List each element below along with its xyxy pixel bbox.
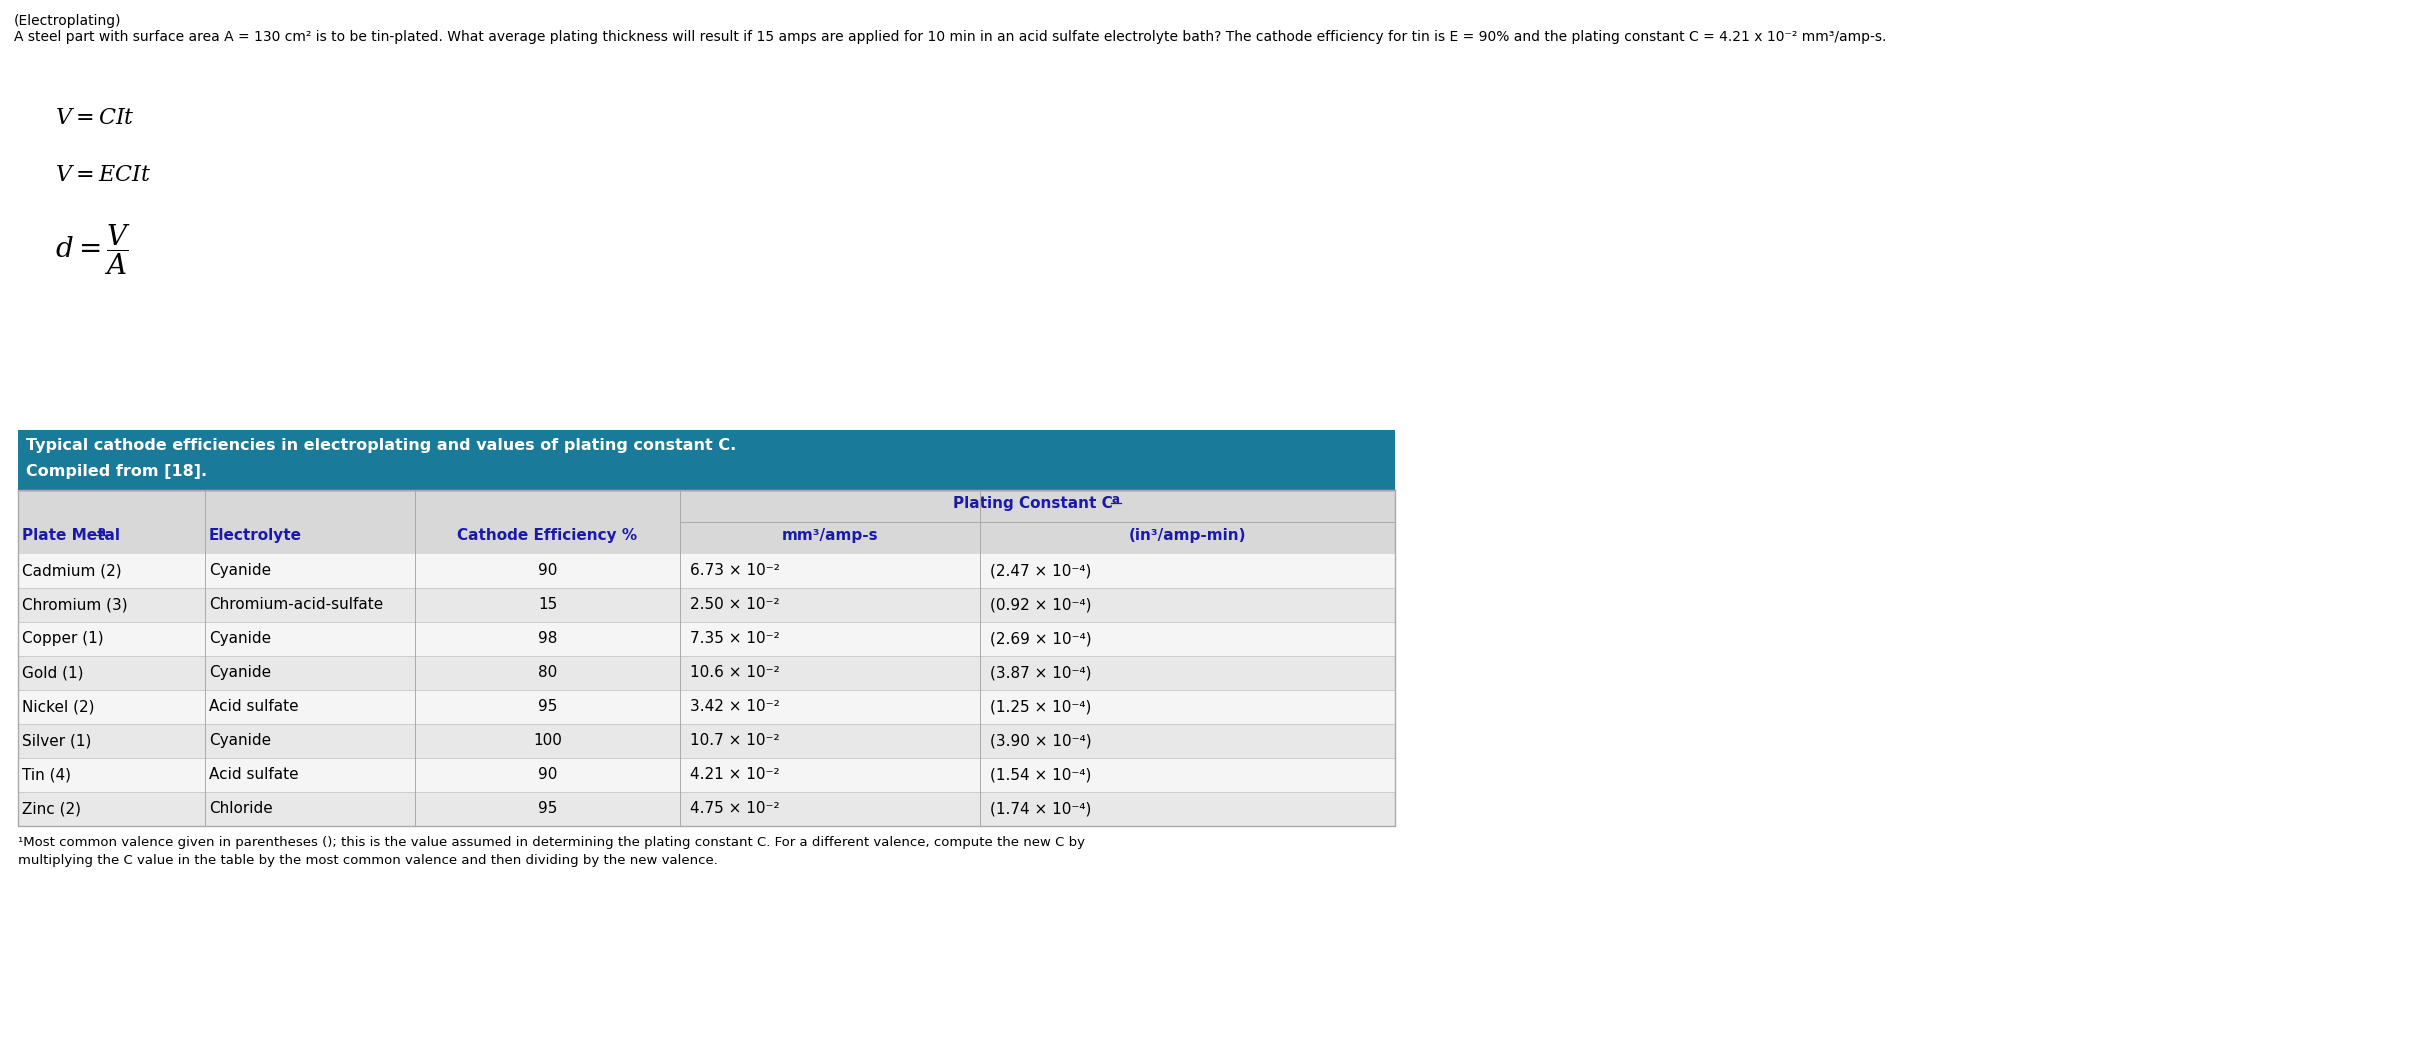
Text: Cathode Efficiency %: Cathode Efficiency % — [456, 528, 638, 543]
Bar — [17, 656, 1396, 690]
Text: mm³/amp-s: mm³/amp-s — [782, 528, 879, 543]
Text: $V = ECIt$: $V = ECIt$ — [56, 165, 152, 185]
Text: 2.50 × 10⁻²: 2.50 × 10⁻² — [691, 597, 780, 612]
Text: Chloride: Chloride — [210, 802, 273, 816]
Text: (1.25 × 10⁻⁴): (1.25 × 10⁻⁴) — [990, 699, 1092, 714]
Text: Cyanide: Cyanide — [210, 665, 270, 680]
Text: (0.92 × 10⁻⁴): (0.92 × 10⁻⁴) — [990, 597, 1092, 612]
Bar — [17, 522, 1396, 554]
Text: multiplying the C value in the table by the most common valence and then dividin: multiplying the C value in the table by … — [17, 854, 717, 867]
Text: a: a — [1111, 493, 1121, 506]
Text: 10.6 × 10⁻²: 10.6 × 10⁻² — [691, 665, 780, 680]
Bar — [17, 758, 1396, 792]
Text: Cadmium (2): Cadmium (2) — [22, 563, 121, 578]
Text: (1.54 × 10⁻⁴): (1.54 × 10⁻⁴) — [990, 767, 1092, 782]
Text: 98: 98 — [539, 631, 558, 646]
Text: 10.7 × 10⁻²: 10.7 × 10⁻² — [691, 733, 780, 748]
Text: Cyanide: Cyanide — [210, 733, 270, 748]
Text: 15: 15 — [539, 597, 558, 612]
Text: Silver (1): Silver (1) — [22, 733, 92, 748]
Text: A steel part with surface area A = 130 cm² is to be tin-plated. What average pla: A steel part with surface area A = 130 c… — [14, 30, 1886, 44]
Text: Cyanide: Cyanide — [210, 631, 270, 646]
Bar — [17, 724, 1396, 758]
Text: Compiled from [18].: Compiled from [18]. — [27, 464, 208, 479]
Text: $d = \dfrac{V}{A}$: $d = \dfrac{V}{A}$ — [56, 222, 130, 277]
Text: Acid sulfate: Acid sulfate — [210, 767, 299, 782]
Text: 90: 90 — [539, 563, 558, 578]
Text: Chromium-acid-sulfate: Chromium-acid-sulfate — [210, 597, 384, 612]
Text: (2.47 × 10⁻⁴): (2.47 × 10⁻⁴) — [990, 563, 1092, 578]
Text: 7.35 × 10⁻²: 7.35 × 10⁻² — [691, 631, 780, 646]
Bar — [17, 554, 1396, 588]
Text: Acid sulfate: Acid sulfate — [210, 699, 299, 714]
Text: (2.69 × 10⁻⁴): (2.69 × 10⁻⁴) — [990, 631, 1092, 646]
Bar — [17, 588, 1396, 622]
Text: a: a — [97, 525, 104, 538]
Text: $V = CIt$: $V = CIt$ — [56, 108, 135, 127]
Bar — [17, 490, 1396, 826]
Bar — [17, 429, 1396, 490]
Bar — [17, 490, 1396, 522]
Text: Copper (1): Copper (1) — [22, 631, 104, 646]
Text: 95: 95 — [539, 802, 558, 816]
Text: (in³/amp-min): (in³/amp-min) — [1128, 528, 1246, 543]
Text: Gold (1): Gold (1) — [22, 665, 85, 680]
Text: Plate Metal: Plate Metal — [22, 528, 121, 543]
Text: 4.21 × 10⁻²: 4.21 × 10⁻² — [691, 767, 780, 782]
Bar — [17, 622, 1396, 656]
Text: Zinc (2): Zinc (2) — [22, 802, 82, 816]
Text: Cyanide: Cyanide — [210, 563, 270, 578]
Text: (3.90 × 10⁻⁴): (3.90 × 10⁻⁴) — [990, 733, 1092, 748]
Text: 6.73 × 10⁻²: 6.73 × 10⁻² — [691, 563, 780, 578]
Text: ¹Most common valence given in parentheses (); this is the value assumed in deter: ¹Most common valence given in parenthese… — [17, 836, 1084, 849]
Text: Tin (4): Tin (4) — [22, 767, 70, 782]
Text: (Electroplating): (Electroplating) — [14, 14, 121, 28]
Text: Plating Constant C: Plating Constant C — [952, 496, 1113, 511]
Text: Nickel (2): Nickel (2) — [22, 699, 94, 714]
Text: Chromium (3): Chromium (3) — [22, 597, 128, 612]
Text: 80: 80 — [539, 665, 558, 680]
Text: 100: 100 — [534, 733, 563, 748]
Bar — [17, 690, 1396, 724]
Text: 4.75 × 10⁻²: 4.75 × 10⁻² — [691, 802, 780, 816]
Text: Typical cathode efficiencies in electroplating and values of plating constant C.: Typical cathode efficiencies in electrop… — [27, 438, 737, 452]
Text: (1.74 × 10⁻⁴): (1.74 × 10⁻⁴) — [990, 802, 1092, 816]
Text: 95: 95 — [539, 699, 558, 714]
Text: (3.87 × 10⁻⁴): (3.87 × 10⁻⁴) — [990, 665, 1092, 680]
Text: 90: 90 — [539, 767, 558, 782]
Text: Electrolyte: Electrolyte — [210, 528, 302, 543]
Text: 3.42 × 10⁻²: 3.42 × 10⁻² — [691, 699, 780, 714]
Bar — [17, 792, 1396, 826]
